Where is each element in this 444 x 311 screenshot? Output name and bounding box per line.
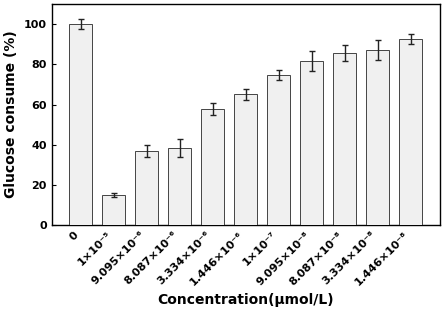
Bar: [69, 24, 92, 225]
Bar: [399, 39, 422, 225]
Bar: [168, 148, 191, 225]
Bar: [234, 95, 257, 225]
Bar: [300, 61, 323, 225]
Bar: [135, 151, 159, 225]
X-axis label: Concentration(μmol/L): Concentration(μmol/L): [157, 293, 334, 307]
Bar: [201, 109, 224, 225]
Bar: [102, 195, 125, 225]
Bar: [333, 53, 356, 225]
Bar: [366, 50, 389, 225]
Y-axis label: Glucose consume (%): Glucose consume (%): [4, 31, 18, 198]
Bar: [267, 76, 290, 225]
